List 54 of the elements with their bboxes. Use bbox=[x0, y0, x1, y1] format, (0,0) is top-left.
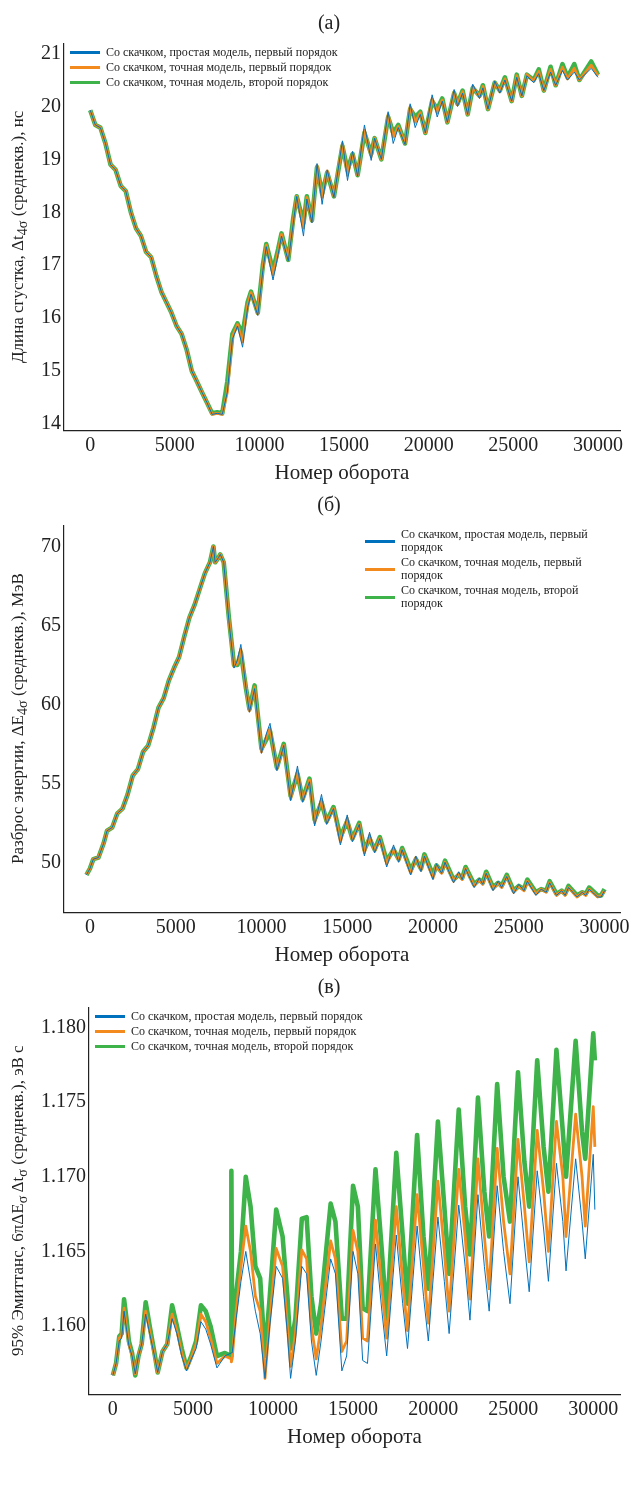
x-tick-label: 15000 bbox=[322, 915, 373, 938]
y-tick-label: 20 bbox=[41, 93, 61, 116]
legend-label: Со скачком, точная модель, второй порядок bbox=[131, 1039, 354, 1053]
y-tick-label: 70 bbox=[41, 533, 61, 556]
legend-label: Со скачком, точная модель, первый порядок bbox=[131, 1024, 357, 1038]
y-tick-label: 1.165 bbox=[41, 1238, 86, 1261]
x-tick-label: 0 bbox=[85, 433, 96, 456]
y-tick-label: 16 bbox=[41, 305, 61, 328]
x-tick-label: 25000 bbox=[488, 433, 539, 456]
x-tick-label: 10000 bbox=[234, 433, 285, 456]
x-tick-label: 0 bbox=[84, 915, 95, 938]
y-tick-label: 17 bbox=[41, 252, 61, 275]
y-tick-label: 65 bbox=[41, 612, 61, 635]
x-tick-label: 15000 bbox=[328, 1397, 379, 1420]
x-tick-label: 5000 bbox=[154, 433, 195, 456]
y-tick-label: 21 bbox=[41, 40, 61, 63]
y-tick-label: 18 bbox=[41, 199, 61, 222]
y-tick-label: 55 bbox=[41, 770, 61, 793]
chart-title: (в) bbox=[317, 975, 341, 999]
x-axis-title: Номер оборота bbox=[274, 941, 411, 966]
y-tick-label: 1.170 bbox=[41, 1164, 86, 1187]
legend-label: Со скачком, простая модель, первый порядок bbox=[401, 527, 589, 554]
x-tick-label: 5000 bbox=[155, 915, 196, 938]
legend-label: Со скачком, простая модель, первый порядок bbox=[106, 45, 338, 59]
legend-label: Со скачком, точная модель, первый порядок bbox=[401, 555, 583, 582]
y-tick-label: 14 bbox=[41, 411, 61, 434]
x-tick-label: 30000 bbox=[568, 1397, 619, 1420]
x-tick-label: 20000 bbox=[408, 915, 459, 938]
y-tick-label: 1.160 bbox=[41, 1313, 86, 1336]
x-tick-label: 10000 bbox=[247, 1397, 298, 1420]
x-tick-label: 25000 bbox=[493, 915, 544, 938]
x-tick-label: 5000 bbox=[172, 1397, 213, 1420]
x-tick-label: 15000 bbox=[319, 433, 370, 456]
chart-title: (б) bbox=[317, 493, 341, 517]
x-tick-label: 25000 bbox=[488, 1397, 539, 1420]
legend-label: Со скачком, точная модель, первый порядок bbox=[106, 60, 332, 74]
x-axis-title: Номер оборота bbox=[274, 459, 411, 484]
chart-title: (а) bbox=[317, 11, 341, 35]
x-axis-title: Номер оборота bbox=[287, 1423, 423, 1448]
y-tick-label: 19 bbox=[41, 146, 61, 169]
x-tick-label: 30000 bbox=[573, 433, 623, 456]
x-tick-label: 10000 bbox=[236, 915, 287, 938]
y-tick-label: 15 bbox=[41, 358, 61, 381]
x-tick-label: 20000 bbox=[403, 433, 454, 456]
legend-label: Со скачком, точная модель, второй порядок bbox=[401, 583, 580, 610]
x-tick-label: 30000 bbox=[579, 915, 630, 938]
legend-label: Со скачком, простая модель, первый порядок bbox=[131, 1009, 363, 1023]
legend-label: Со скачком, точная модель, второй порядок bbox=[106, 75, 329, 89]
y-tick-label: 1.180 bbox=[41, 1014, 86, 1037]
x-tick-label: 0 bbox=[107, 1397, 118, 1420]
y-tick-label: 60 bbox=[41, 691, 61, 714]
x-tick-label: 20000 bbox=[408, 1397, 459, 1420]
y-tick-label: 1.175 bbox=[41, 1089, 86, 1112]
y-tick-label: 50 bbox=[41, 849, 61, 872]
